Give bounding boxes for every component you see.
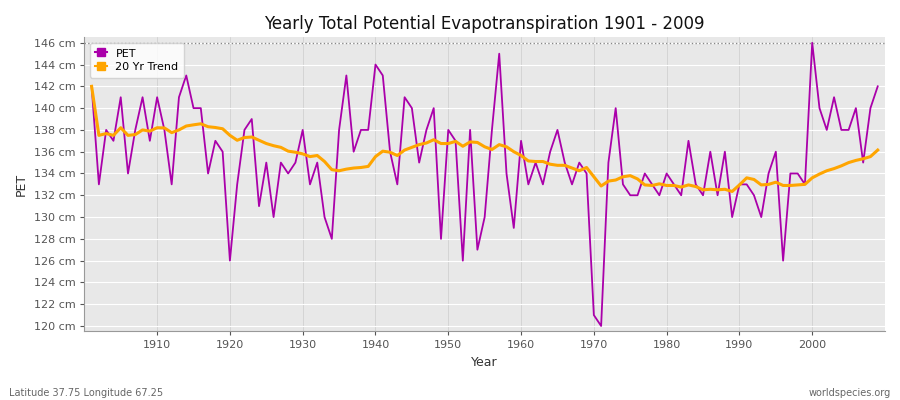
Title: Yearly Total Potential Evapotranspiration 1901 - 2009: Yearly Total Potential Evapotranspiratio… bbox=[265, 15, 705, 33]
PET bbox=[86, 84, 97, 89]
Line: 20 Yr Trend: 20 Yr Trend bbox=[92, 86, 878, 192]
X-axis label: Year: Year bbox=[472, 356, 498, 369]
PET bbox=[806, 40, 817, 45]
20 Yr Trend bbox=[516, 153, 526, 158]
Text: Latitude 37.75 Longitude 67.25: Latitude 37.75 Longitude 67.25 bbox=[9, 388, 163, 398]
PET bbox=[508, 226, 519, 230]
PET bbox=[596, 324, 607, 328]
Text: worldspecies.org: worldspecies.org bbox=[809, 388, 891, 398]
PET bbox=[610, 106, 621, 110]
20 Yr Trend bbox=[348, 166, 359, 170]
Legend: PET, 20 Yr Trend: PET, 20 Yr Trend bbox=[90, 43, 184, 78]
20 Yr Trend bbox=[304, 154, 315, 159]
PET bbox=[872, 84, 883, 89]
Line: PET: PET bbox=[92, 43, 878, 326]
Y-axis label: PET: PET bbox=[15, 173, 28, 196]
20 Yr Trend bbox=[726, 189, 737, 194]
PET bbox=[144, 138, 155, 143]
PET bbox=[348, 149, 359, 154]
20 Yr Trend bbox=[144, 129, 155, 134]
20 Yr Trend bbox=[872, 148, 883, 152]
PET bbox=[304, 182, 315, 187]
20 Yr Trend bbox=[508, 149, 519, 154]
PET bbox=[516, 138, 526, 143]
20 Yr Trend bbox=[603, 179, 614, 184]
20 Yr Trend bbox=[86, 84, 97, 89]
